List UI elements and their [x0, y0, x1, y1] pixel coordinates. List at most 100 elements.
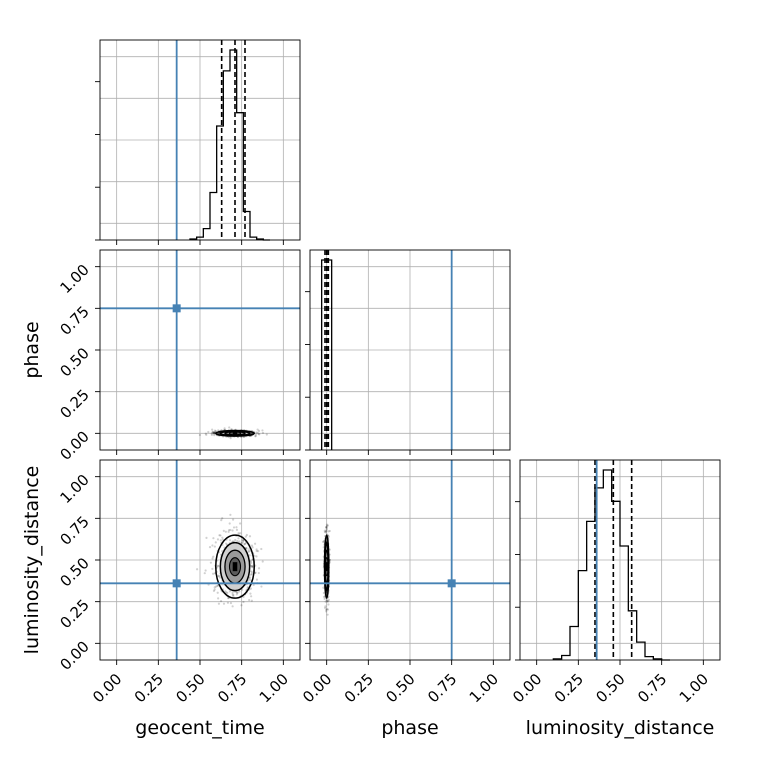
panel-2d-geocent-time-vs-luminosity-distance-point [231, 594, 235, 597]
panel-2d-geocent-time-vs-luminosity-distance-point [260, 547, 263, 551]
panel-2d-geocent-time-vs-luminosity-distance-point [248, 576, 252, 579]
panel-2d-geocent-time-vs-phase-truth-marker [172, 304, 181, 313]
panel-2d-geocent-time-vs-luminosity-distance-point [235, 528, 239, 531]
panel-2d-geocent-time-vs-luminosity-distance-point [195, 568, 199, 571]
panel-2d-geocent-time-vs-luminosity-distance-point [214, 585, 217, 588]
panel-2d-geocent-time-vs-luminosity-distance-point [212, 589, 216, 592]
panel-2d-geocent-time-vs-luminosity-distance-point [221, 517, 224, 520]
panel-2d-geocent-time-vs-luminosity-distance-point [211, 557, 214, 560]
panel-2d-geocent-time-vs-phase-point [265, 433, 268, 436]
panel-2d-geocent-time-vs-luminosity-distance-point [255, 555, 258, 558]
panel-2d-geocent-time-vs-luminosity-distance-point [209, 561, 212, 564]
panel-2d-phase-vs-luminosity-distance-point [323, 606, 327, 609]
panel-2d-geocent-time-vs-luminosity-distance-point [227, 530, 230, 534]
panel-2d-geocent-time-vs-luminosity-distance-point [219, 599, 223, 603]
panel-2d-geocent-time-vs-luminosity-distance-point [240, 541, 243, 545]
panel-2d-geocent-time-vs-luminosity-distance-point [242, 600, 245, 604]
panel-2d-geocent-time-vs-luminosity-distance-point [251, 566, 254, 569]
panel-2d-phase-vs-luminosity-distance-point [325, 528, 328, 531]
panel-2d-geocent-time-vs-phase-point [207, 430, 210, 434]
panel-2d-geocent-time-vs-luminosity-distance-point [217, 597, 220, 600]
panel-2d-geocent-time-vs-phase-point [213, 434, 216, 437]
panel-2d-geocent-time-vs-luminosity-distance-point [248, 554, 251, 557]
panel-2d-geocent-time-vs-luminosity-distance-point [260, 585, 263, 588]
panel-2d-phase-vs-luminosity-distance-point [325, 524, 329, 527]
panel-2d-geocent-time-vs-phase: 0.00 0.25 0.50 0.75 1.00 [56, 249, 301, 464]
panel-2d-geocent-time-vs-phase-point [205, 433, 208, 436]
panel-2d-phase-vs-luminosity-distance-point [324, 531, 327, 534]
panel-2d-geocent-time-vs-phase-point [258, 433, 261, 436]
panel-2d-geocent-time-vs-luminosity-distance-point [257, 567, 261, 570]
panel-2d-geocent-time-vs-luminosity-distance-point [232, 593, 235, 597]
panel-2d-phase-vs-luminosity-distance-point [323, 529, 326, 532]
panel-2d-geocent-time-vs-luminosity-distance-point [248, 578, 252, 581]
panel-2d-phase-vs-luminosity-distance-truth-marker [447, 579, 456, 588]
panel-2d-geocent-time-vs-luminosity-distance-point [217, 564, 220, 568]
panel-2d-phase-vs-luminosity-distance-point [325, 610, 328, 613]
panel-2d-geocent-time-vs-luminosity-distance-point [251, 546, 254, 549]
panel-2d-geocent-time-vs-phase-point [257, 429, 261, 432]
panel-2d-geocent-time-vs-luminosity-distance-point [217, 574, 220, 577]
panel-2d-geocent-time-vs-luminosity-distance-point [249, 573, 252, 576]
panel-2d-geocent-time-vs-luminosity-distance-point [239, 532, 242, 535]
panel-hist-phase [305, 249, 511, 455]
panel-2d-geocent-time-vs-phase-ytick-label-0: 0.00 [56, 427, 92, 463]
panel-2d-geocent-time-vs-luminosity-distance-point [217, 602, 221, 605]
panel-2d-phase-vs-luminosity-distance-point [324, 600, 327, 603]
panel-2d-geocent-time-vs-luminosity-distance-point [253, 542, 257, 545]
panel-2d-geocent-time-vs-luminosity-distance-point [231, 518, 235, 521]
panel-2d-geocent-time-vs-luminosity-distance-point [254, 571, 257, 574]
panel-2d-geocent-time-vs-luminosity-distance-point [227, 597, 230, 600]
panel-2d-geocent-time-vs-luminosity-distance-point [228, 539, 232, 542]
x-axis-label-phase: phase [381, 717, 438, 739]
panel-2d-geocent-time-vs-luminosity-distance-xtick-label-0: 0.00 [89, 670, 125, 706]
panel-2d-geocent-time-vs-phase-ytick-label-1: 0.25 [56, 386, 92, 422]
panel-2d-geocent-time-vs-luminosity-distance-point [231, 592, 234, 596]
panel-2d-geocent-time-vs-luminosity-distance-point [216, 538, 220, 541]
panel-2d-geocent-time-vs-phase-point [256, 428, 259, 431]
panel-2d-geocent-time-vs-luminosity-distance-point [248, 598, 251, 602]
panel-2d-phase-vs-luminosity-distance-point [325, 608, 329, 611]
panel-2d-geocent-time-vs-luminosity-distance-point [226, 591, 229, 595]
panel-2d-geocent-time-vs-phase-point [211, 430, 215, 434]
panel-2d-geocent-time-vs-luminosity-distance-point [218, 534, 221, 537]
panel-2d-geocent-time-vs-luminosity-distance-point [227, 529, 231, 532]
panel-2d-phase-vs-luminosity-distance-point [325, 525, 328, 529]
panel-2d-geocent-time-vs-luminosity-distance-point [240, 604, 243, 607]
panel-2d-geocent-time-vs-luminosity-distance-point [203, 572, 206, 575]
panel-2d-geocent-time-vs-luminosity-distance-point [250, 599, 253, 602]
panel-2d-geocent-time-vs-phase-point [257, 432, 260, 436]
panel-2d-geocent-time-vs-luminosity-distance-point [241, 538, 244, 542]
panel-2d-geocent-time-vs-luminosity-distance-point [251, 564, 254, 567]
panel-2d-geocent-time-vs-luminosity-distance-ytick-label-3: 0.75 [56, 512, 92, 548]
panel-2d-geocent-time-vs-luminosity-distance-point [212, 572, 215, 575]
hist-luminosity-distance-xtick-label-4: 1.00 [676, 670, 712, 706]
panel-2d-phase-vs-luminosity-distance-point [325, 608, 328, 611]
panel-2d-phase-vs-luminosity-distance-point [325, 526, 328, 529]
panel-2d-geocent-time-vs-luminosity-distance-point [221, 538, 224, 541]
panel-2d-geocent-time-vs-luminosity-distance-point [249, 592, 252, 595]
panel-2d-geocent-time-vs-luminosity-distance-point [255, 578, 259, 581]
panel-2d-geocent-time-vs-luminosity-distance-point [244, 542, 247, 545]
panel-2d-geocent-time-vs-luminosity-distance-point [232, 526, 236, 529]
panel-2d-geocent-time-vs-phase-point [211, 430, 214, 433]
panel-2d-geocent-time-vs-luminosity-distance-point [213, 545, 216, 548]
y-axis-label-phase: phase [21, 321, 43, 378]
panel-2d-geocent-time-vs-luminosity-distance-point [244, 535, 247, 538]
panel-2d-geocent-time-vs-luminosity-distance-point [225, 591, 228, 594]
panel-2d-geocent-time-vs-luminosity-distance-point [208, 546, 212, 549]
panel-2d-geocent-time-vs-luminosity-distance-point [222, 602, 226, 605]
panel-2d-geocent-time-vs-phase-point [261, 431, 265, 435]
panel-2d-geocent-time-vs-luminosity-distance-point [248, 535, 252, 538]
panel-2d-phase-vs-luminosity-distance-density-peak [324, 562, 329, 572]
panel-2d-geocent-time-vs-phase-point [254, 434, 257, 437]
x-axis-label-luminosity-distance: luminosity_distance [526, 717, 715, 739]
panel-2d-geocent-time-vs-luminosity-distance-point [250, 572, 253, 576]
panel-2d-geocent-time-vs-luminosity-distance-point [241, 541, 244, 545]
panel-2d-geocent-time-vs-luminosity-distance-point [219, 539, 222, 542]
panel-2d-geocent-time-vs-luminosity-distance-point [249, 559, 253, 563]
panel-2d-phase-vs-luminosity-distance-point [321, 540, 325, 543]
panel-2d-phase-vs-luminosity-distance-xtick-label-3: 0.75 [424, 670, 460, 706]
panel-2d-phase-vs-luminosity-distance-xtick-label-4: 1.00 [466, 670, 502, 706]
panel-2d-phase-vs-luminosity-distance-point [323, 597, 326, 601]
